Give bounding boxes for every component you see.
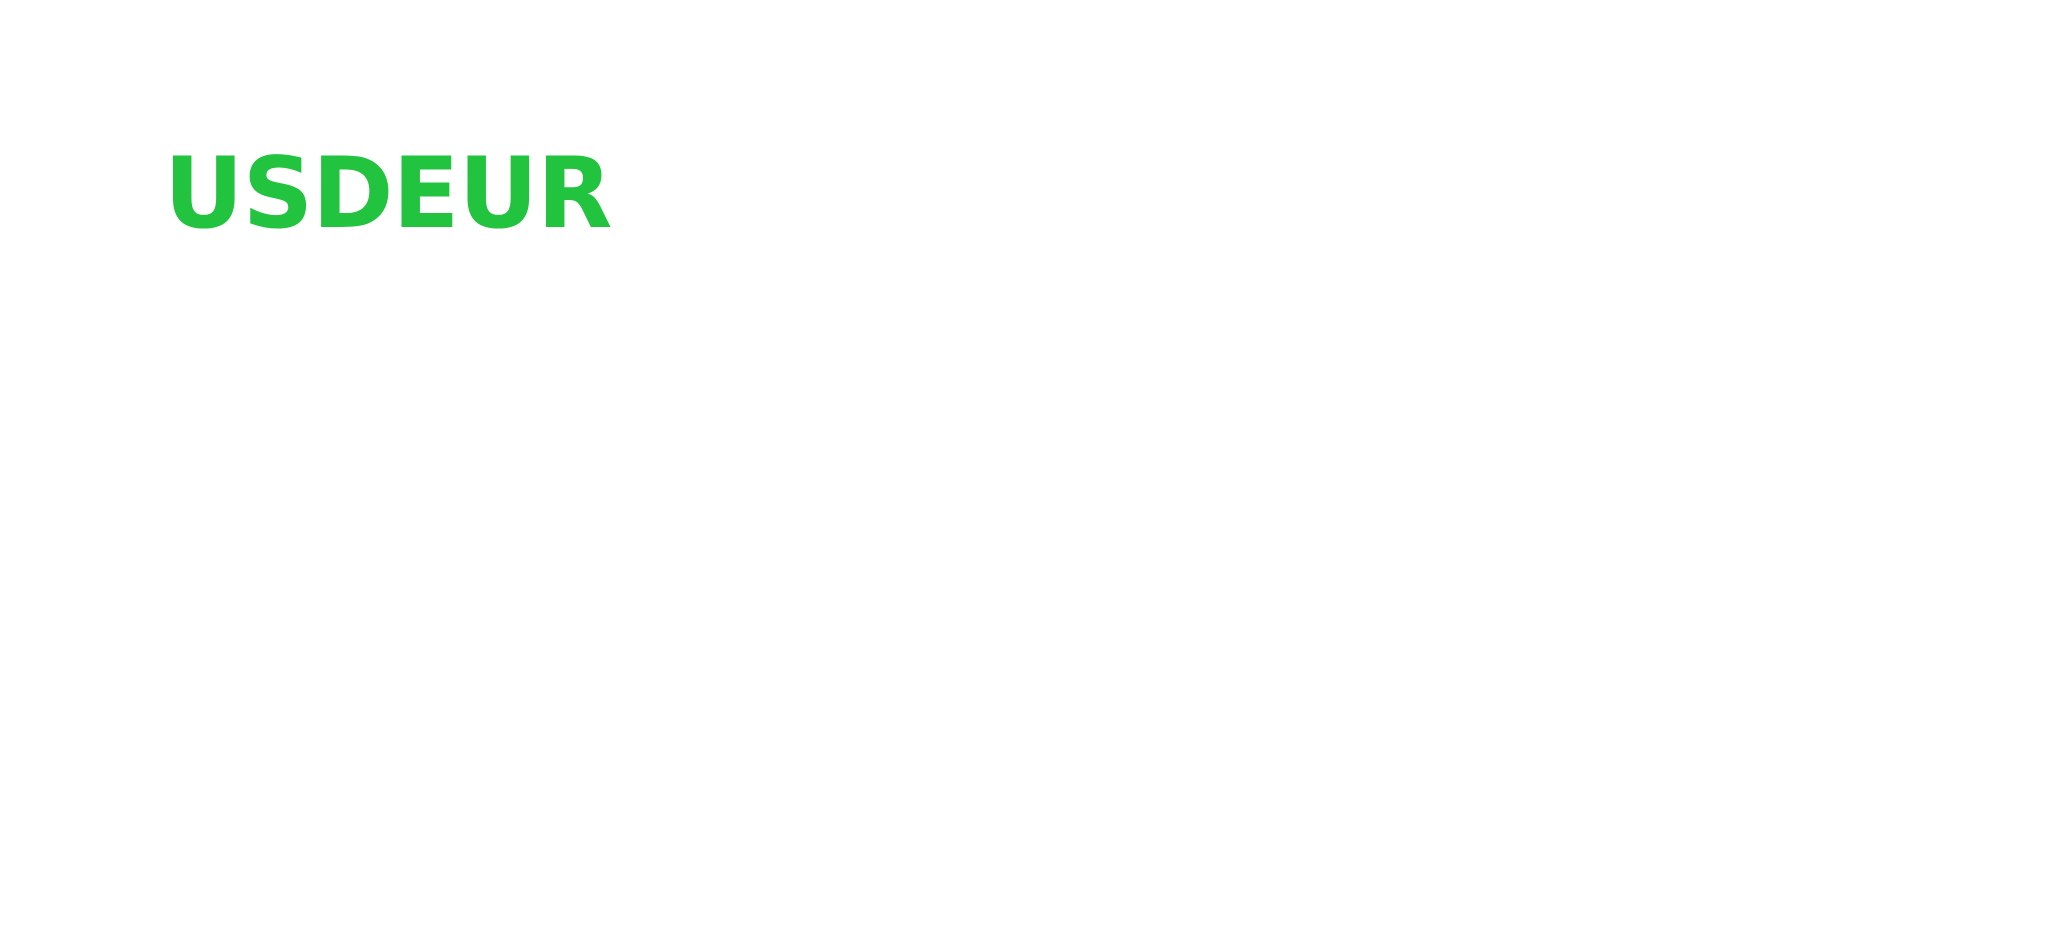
- ticker-symbol: USDEUR: [164, 137, 612, 251]
